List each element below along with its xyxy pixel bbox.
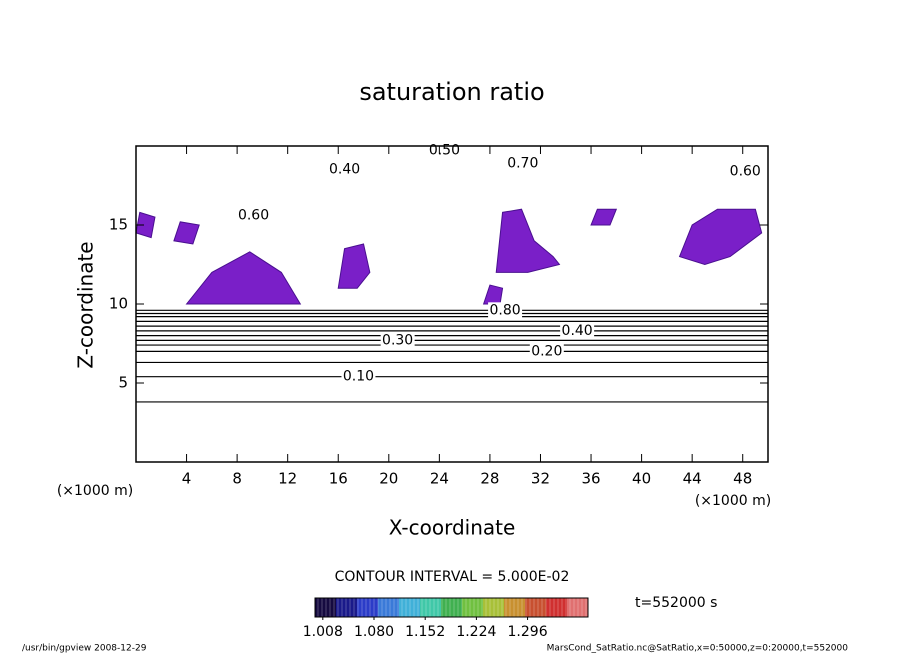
colorbar-swatch	[378, 598, 400, 617]
shaded-region	[173, 221, 200, 245]
x-tick-label: 48	[733, 470, 752, 488]
x-unit-label: (×1000 m)	[57, 483, 133, 499]
colorbar-tick-label: 1.008	[303, 624, 343, 640]
contour-label: 0.40	[329, 162, 360, 178]
x-tick-label: 32	[531, 470, 550, 488]
y-axis-label: Z-coordinate	[74, 241, 98, 368]
colorbar-swatch	[336, 598, 358, 617]
contour-label: 0.60	[730, 163, 761, 179]
contour-label: 0.30	[382, 332, 413, 348]
x-tick-label: 40	[632, 470, 651, 488]
time-label: t=552000 s	[635, 595, 717, 611]
colorbar-swatch	[315, 598, 337, 617]
y-tick-label: 10	[109, 295, 128, 313]
contour-interval: CONTOUR INTERVAL = 5.000E-02	[335, 569, 570, 585]
y-tick-label: 5	[118, 374, 128, 392]
colorbar-frame	[314, 597, 589, 618]
colorbar-swatch	[525, 598, 547, 617]
colorbar-tick-label: 1.152	[405, 624, 445, 640]
colorbar-tick-label: 1.080	[354, 624, 394, 640]
x-tick-label: 44	[683, 470, 702, 488]
chart-title: saturation ratio	[359, 78, 544, 106]
contour-label-bg	[728, 163, 763, 180]
y-tick-label: 15	[109, 216, 128, 234]
contour-label-bg	[529, 343, 564, 360]
x-axis-label: X-coordinate	[389, 516, 516, 540]
contour-label-bg	[488, 302, 523, 319]
contour-label-bg	[380, 332, 415, 349]
shaded-region	[495, 208, 561, 273]
colorbar-swatch	[420, 598, 442, 617]
contour-label: 0.40	[562, 323, 593, 339]
colorbar-swatch	[357, 598, 379, 617]
colorbar-tick-label: 1.296	[508, 624, 548, 640]
contour-label-bg	[327, 161, 362, 178]
shaded-region	[135, 211, 156, 239]
contour-label: 0.10	[343, 369, 374, 385]
x-tick-label: 16	[329, 470, 348, 488]
shaded-region	[337, 243, 371, 289]
x-unit-label: (×1000 m)	[695, 493, 771, 509]
colorbar-swatch	[399, 598, 421, 617]
colorbar-swatch	[483, 598, 505, 617]
footer-left: /usr/bin/gpview 2008-12-29	[22, 644, 147, 654]
x-tick-label: 12	[278, 470, 297, 488]
shaded-region	[590, 208, 618, 226]
colorbar-swatch	[441, 598, 463, 617]
x-tick-label: 28	[480, 470, 499, 488]
contour-label-bg	[505, 155, 540, 172]
x-tick-label: 36	[581, 470, 600, 488]
contour-label-bg	[341, 368, 376, 385]
contour-label: 0.60	[238, 208, 269, 224]
contour-label: 0.20	[531, 343, 562, 359]
footer-right: MarsCond_SatRatio.nc@SatRatio,x=0:50000,…	[547, 644, 849, 654]
x-tick-label: 24	[430, 470, 449, 488]
colorbar-swatch	[462, 598, 484, 617]
x-tick-label: 20	[379, 470, 398, 488]
colorbar-swatch	[546, 598, 568, 617]
contour-label-bg	[560, 322, 595, 339]
x-tick-label: 8	[232, 470, 242, 488]
colorbar-tick-label: 1.224	[456, 624, 496, 640]
shaded-region	[678, 208, 763, 266]
contour-label: 0.80	[490, 302, 521, 318]
contour-label: 0.70	[507, 155, 538, 171]
contour-label: 0.50	[429, 143, 460, 159]
colorbar-swatch	[567, 598, 589, 617]
shaded-region	[185, 251, 302, 305]
x-tick-label: 4	[182, 470, 192, 488]
colorbar-swatch	[504, 598, 526, 617]
contour-label-bg	[236, 207, 271, 224]
